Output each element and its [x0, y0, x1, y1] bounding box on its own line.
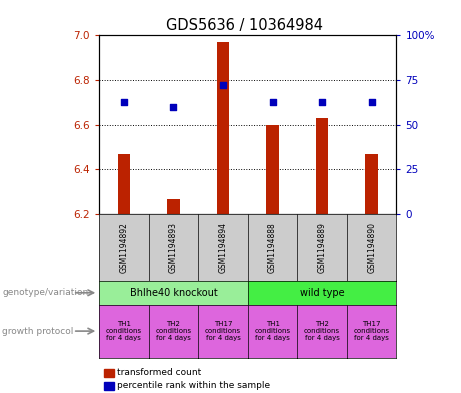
Text: TH2
conditions
for 4 days: TH2 conditions for 4 days	[155, 321, 191, 341]
Bar	[167, 198, 180, 214]
Text: TH2
conditions
for 4 days: TH2 conditions for 4 days	[304, 321, 340, 341]
Text: GSM1194894: GSM1194894	[219, 222, 228, 273]
Point	[219, 82, 227, 88]
Text: TH1
conditions
for 4 days: TH1 conditions for 4 days	[106, 321, 142, 341]
Text: GSM1194892: GSM1194892	[119, 222, 129, 273]
Point	[269, 98, 276, 105]
Point	[319, 98, 326, 105]
Bar	[316, 118, 328, 214]
Text: Bhlhe40 knockout: Bhlhe40 knockout	[130, 288, 217, 298]
Text: GSM1194890: GSM1194890	[367, 222, 376, 273]
Text: GSM1194889: GSM1194889	[318, 222, 327, 273]
Text: GSM1194893: GSM1194893	[169, 222, 178, 273]
Point	[368, 98, 375, 105]
Text: TH17
conditions
for 4 days: TH17 conditions for 4 days	[354, 321, 390, 341]
Point	[120, 98, 128, 105]
Text: TH1
conditions
for 4 days: TH1 conditions for 4 days	[254, 321, 290, 341]
Bar	[118, 154, 130, 214]
Bar	[366, 154, 378, 214]
Text: growth protocol: growth protocol	[2, 327, 74, 336]
Point	[170, 104, 177, 110]
Text: GDS5636 / 10364984: GDS5636 / 10364984	[166, 18, 323, 33]
Text: GSM1194888: GSM1194888	[268, 222, 277, 273]
Bar	[217, 42, 229, 214]
Text: genotype/variation: genotype/variation	[2, 288, 89, 297]
Text: percentile rank within the sample: percentile rank within the sample	[117, 382, 270, 390]
Text: transformed count: transformed count	[117, 369, 201, 377]
Text: wild type: wild type	[300, 288, 344, 298]
Text: TH17
conditions
for 4 days: TH17 conditions for 4 days	[205, 321, 241, 341]
Bar	[266, 125, 279, 214]
